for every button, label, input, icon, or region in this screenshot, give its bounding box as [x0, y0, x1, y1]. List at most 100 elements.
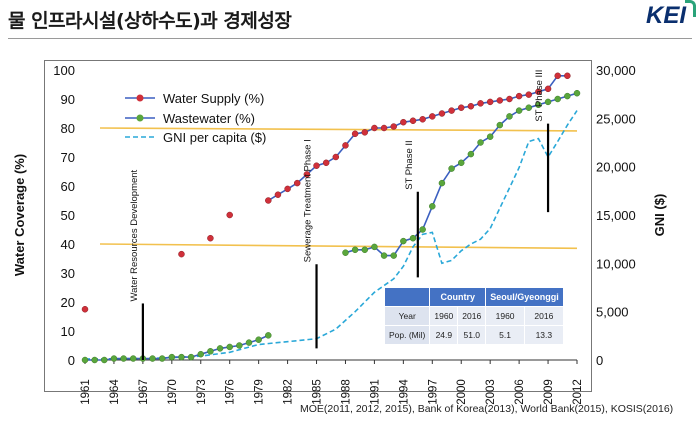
year-cell: 1960 [429, 306, 459, 326]
water-supply-point [322, 159, 330, 167]
water-supply-point [419, 116, 426, 123]
wastewater-point [554, 95, 561, 103]
y2-tick-label: 5,000 [596, 305, 629, 320]
title-divider [8, 38, 692, 39]
phase-label: ST Phase III [534, 70, 545, 122]
water-supply-point [390, 123, 397, 130]
x-tick-label: 2009 [543, 379, 555, 405]
wastewater-point [564, 92, 571, 100]
x-tick-label: 1964 [109, 379, 121, 405]
wastewater-point [525, 104, 533, 111]
y-tick-label: 100 [53, 63, 75, 78]
wastewater-point [390, 252, 397, 259]
page-title: 물 인프라시설(상하수도)과 경제성장 [8, 10, 292, 32]
wastewater-point [419, 226, 426, 233]
pop-row-label: Pop. (Mil) [383, 325, 431, 345]
y2-axis-title: GNI ($) [652, 194, 667, 237]
water-supply-point [284, 185, 291, 193]
water-supply-point [371, 124, 378, 132]
x-tick-label: 1967 [138, 379, 150, 405]
water-supply-point [457, 104, 465, 111]
y-tick-label: 50 [61, 208, 75, 223]
water-supply-point [515, 92, 523, 100]
pop-cell: 5.1 [485, 325, 525, 345]
x-tick-label: 1961 [80, 379, 92, 405]
water-supply-point [81, 306, 89, 313]
chart-axes: 0 10 20 30 40 50 60 70 80 90 100 0 5,000 10,000 15,000… [12, 63, 667, 405]
wastewater-point [216, 345, 224, 352]
wastewater-point [245, 339, 253, 346]
water-supply-point [342, 142, 349, 149]
year-cell: 1960 [485, 306, 525, 326]
wastewater-series [81, 89, 581, 364]
water-supply-point [506, 95, 513, 103]
pop-cell: 24.9 [429, 325, 459, 345]
water-supply-point [438, 110, 446, 117]
wastewater-point [255, 336, 262, 343]
water-supply-point [313, 162, 320, 169]
reference-lines [99, 127, 578, 250]
chart-legend: Water Supply (%) Wastewater (%) GNI per ca… [125, 91, 266, 145]
wastewater-point [544, 98, 552, 106]
water-supply-point [477, 100, 484, 107]
wastewater-point [265, 332, 272, 339]
wastewater-point [429, 203, 436, 210]
x-tick-label: 1973 [196, 379, 208, 405]
wastewater-point [110, 355, 118, 362]
wastewater-point [91, 356, 98, 364]
y-tick-label: 60 [61, 179, 75, 194]
water-supply-point [429, 113, 436, 120]
x-tick-label: 1985 [312, 379, 324, 405]
source-note: MOE(2011, 2012, 2015), Bank of Korea(201… [300, 403, 674, 415]
y2-tick-label: 0 [596, 353, 603, 368]
water-supply-point [554, 72, 561, 80]
wastewater-point [457, 159, 465, 167]
y-tick-label: 90 [61, 92, 75, 107]
population-table: Country Seoul/Gyeonggi Year 1960 2016 19… [383, 287, 564, 345]
water-supply-point [274, 191, 282, 198]
legend-label: GNI per capita ($) [163, 130, 266, 145]
water-supply-point [380, 124, 388, 132]
legend-marker [136, 94, 144, 102]
y-tick-label: 10 [61, 324, 75, 339]
x-tick-label: 2006 [514, 379, 526, 405]
wastewater-point [573, 89, 581, 97]
wastewater-point [236, 342, 243, 349]
seoul-header: Seoul/Gyeonggi [485, 287, 564, 307]
water-supply-point [564, 72, 571, 80]
wastewater-point [438, 179, 446, 187]
phase-label: ST Phase II [404, 140, 415, 189]
phase-annotations: Water Resources Development Sewerage Trea… [129, 70, 550, 360]
wastewater-point [467, 150, 475, 158]
logo-mark-icon [685, 0, 696, 17]
wastewater-point [187, 353, 195, 361]
wastewater-point [342, 249, 349, 256]
water-supply-point [293, 179, 301, 187]
legend-label: Wastewater (%) [163, 111, 255, 126]
y-axis-title: Water Coverage (%) [12, 154, 27, 276]
x-tick-label: 1970 [167, 379, 179, 405]
water-supply-point [400, 118, 407, 126]
x-tick-label: 1976 [225, 379, 237, 405]
wastewater-point [81, 356, 89, 364]
wastewater-point [101, 356, 108, 364]
x-tick-label: 1982 [283, 379, 295, 405]
wastewater-point [486, 133, 494, 140]
gni-series [84, 110, 578, 360]
wastewater-point [506, 113, 513, 120]
x-tick-label: 1988 [340, 379, 352, 405]
water-supply-point [496, 97, 504, 104]
x-tick-label: 1994 [398, 379, 410, 405]
pop-cell: 51.0 [457, 325, 487, 345]
x-tick-label: 2003 [485, 379, 497, 405]
water-supply-point [178, 250, 185, 258]
wastewater-point [515, 107, 523, 114]
kei-logo: KEI [645, 2, 686, 29]
wastewater-point [158, 355, 166, 362]
water-supply-point [265, 197, 272, 204]
phase-label: Water Resources Development [129, 169, 140, 301]
y-tick-label: 70 [61, 150, 75, 165]
x-tick-label: 1991 [369, 379, 381, 405]
wastewater-point [380, 252, 388, 259]
water-supply-series [81, 72, 571, 313]
